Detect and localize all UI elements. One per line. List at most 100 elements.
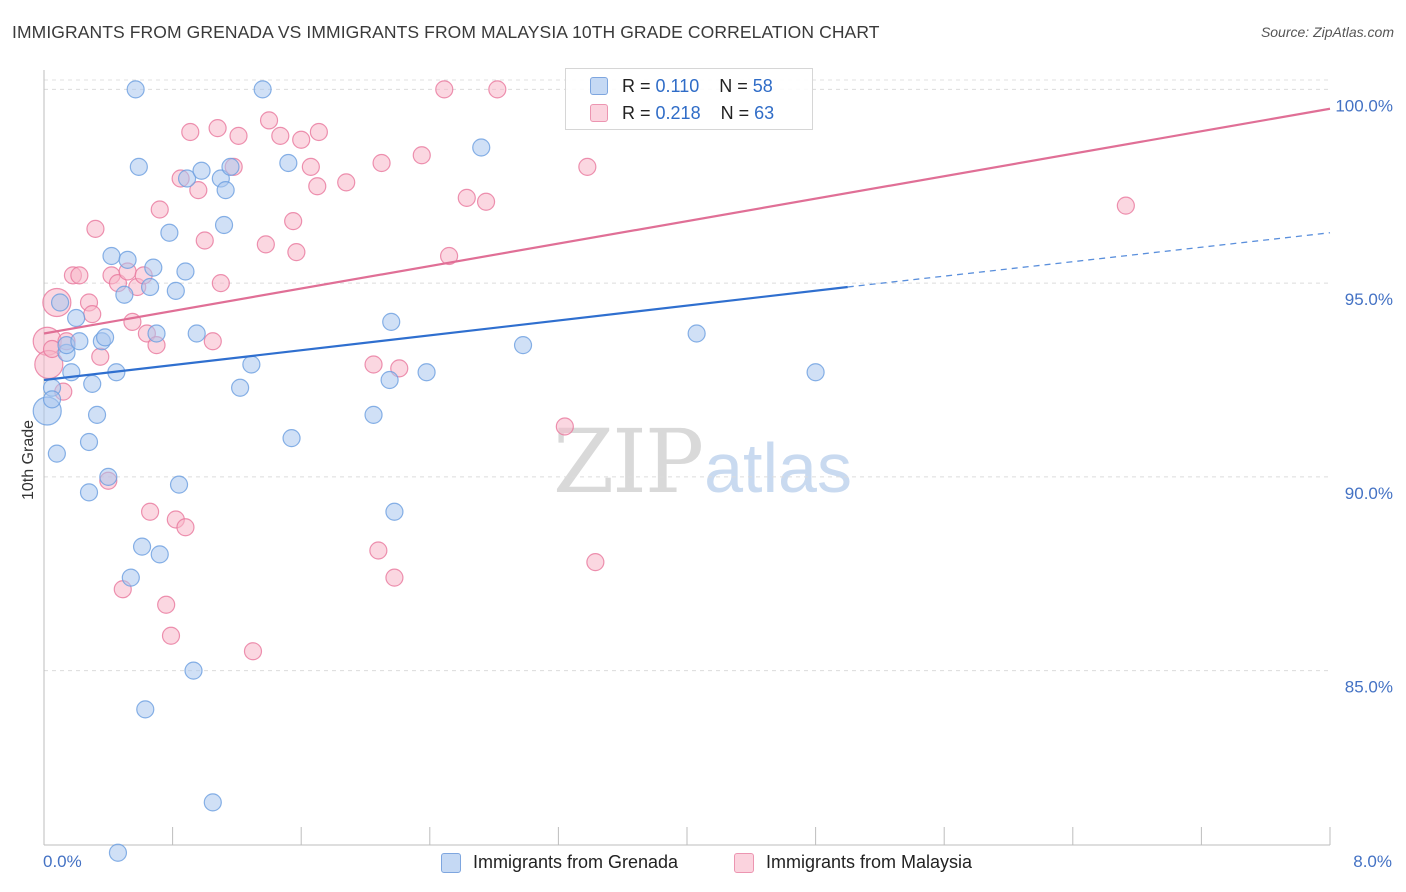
malaysia-point bbox=[208, 119, 227, 138]
grenada-point bbox=[231, 378, 250, 397]
malaysia-point bbox=[337, 173, 356, 192]
grenada-point bbox=[118, 250, 137, 269]
grenada-point bbox=[513, 336, 533, 355]
malaysia-point bbox=[301, 157, 320, 176]
grenada-point bbox=[99, 467, 118, 486]
axes bbox=[43, 70, 1331, 846]
stats-text: R = 0.110 N = 58 bbox=[622, 76, 773, 97]
r-value: 0.218 bbox=[655, 103, 701, 123]
malaysia-point bbox=[70, 266, 89, 285]
grenada-point bbox=[83, 374, 102, 393]
grenada-point bbox=[176, 262, 195, 281]
malaysia-point bbox=[488, 80, 507, 99]
grenada-point bbox=[47, 444, 66, 463]
n-value: 58 bbox=[752, 76, 773, 96]
r-label: R = bbox=[622, 103, 651, 123]
swatch-malaysia bbox=[590, 104, 608, 122]
malaysia-point bbox=[457, 188, 476, 207]
malaysia-point bbox=[157, 595, 176, 614]
grenada-point bbox=[382, 312, 401, 331]
malaysia-point bbox=[195, 231, 214, 250]
grenada-point bbox=[108, 843, 128, 862]
grenada-point bbox=[147, 324, 166, 343]
grenada-point bbox=[121, 568, 140, 587]
malaysia-point bbox=[385, 568, 404, 587]
malaysia-point bbox=[243, 642, 263, 661]
malaysia-point bbox=[189, 181, 208, 200]
grenada-point bbox=[132, 537, 152, 556]
malaysia-point bbox=[271, 126, 290, 145]
n-label: N = bbox=[720, 103, 750, 123]
malaysia-point bbox=[439, 246, 459, 266]
grenada-point bbox=[221, 157, 240, 176]
malaysia-point bbox=[229, 126, 248, 145]
grenada-point bbox=[67, 308, 86, 328]
n-value: 63 bbox=[754, 103, 775, 123]
grenada-point bbox=[169, 475, 189, 494]
stats-text: R = 0.218 N = 63 bbox=[622, 103, 774, 124]
grenada-point bbox=[364, 405, 383, 424]
y-tick-label: 95.0% bbox=[1345, 290, 1393, 309]
grenada-point bbox=[95, 328, 115, 347]
malaysia-point bbox=[435, 80, 454, 99]
y-tick-label: 85.0% bbox=[1345, 678, 1393, 697]
grenada-point bbox=[115, 285, 134, 304]
grenada-point bbox=[216, 181, 235, 200]
grenada-point bbox=[79, 483, 99, 502]
legend-label: Immigrants from Malaysia bbox=[766, 852, 973, 872]
grenada-point bbox=[385, 502, 404, 521]
grenada-point bbox=[126, 80, 145, 99]
malaysia-point bbox=[308, 177, 327, 196]
r-label: R = bbox=[622, 76, 651, 96]
malaysia-point bbox=[140, 502, 160, 521]
malaysia-point bbox=[284, 212, 303, 231]
grenada-point bbox=[79, 432, 99, 452]
malaysia-point bbox=[476, 192, 496, 211]
malaysia-point bbox=[256, 235, 275, 254]
series-grenada-points bbox=[32, 80, 825, 862]
grenada-point bbox=[87, 405, 107, 424]
grenada-point bbox=[192, 161, 211, 180]
trend-line-grenada bbox=[43, 285, 848, 382]
malaysia-point bbox=[369, 541, 388, 560]
malaysia-point bbox=[161, 626, 181, 645]
grenada-point bbox=[417, 363, 436, 382]
grenada-point bbox=[187, 324, 206, 343]
grenada-point bbox=[472, 138, 491, 157]
grenada-point bbox=[242, 355, 261, 374]
grenada-point bbox=[214, 215, 234, 235]
swatch-grenada bbox=[590, 77, 608, 95]
grenada-point bbox=[50, 293, 70, 312]
grenada-point bbox=[253, 80, 272, 99]
grenada-point bbox=[129, 157, 148, 176]
grenada-point bbox=[282, 429, 301, 448]
grenada-point bbox=[70, 332, 89, 351]
grenada-point bbox=[806, 363, 825, 382]
grenada-point bbox=[380, 370, 399, 390]
malaysia-point bbox=[364, 355, 383, 374]
grenada-point bbox=[203, 793, 222, 812]
grenada-point bbox=[144, 258, 163, 277]
malaysia-point bbox=[203, 332, 222, 351]
malaysia-point bbox=[390, 359, 409, 378]
malaysia-point bbox=[176, 518, 195, 537]
grenada-point bbox=[177, 169, 197, 188]
grenada-point bbox=[102, 246, 121, 266]
malaysia-point bbox=[259, 111, 279, 130]
trend-line-malaysia bbox=[43, 107, 1331, 335]
r-value: 0.110 bbox=[655, 76, 700, 96]
malaysia-point bbox=[211, 274, 230, 293]
x-tick-label-max: 8.0% bbox=[1353, 852, 1392, 871]
n-label: N = bbox=[719, 76, 748, 96]
series-legend: Immigrants from Grenada Immigrants from … bbox=[0, 851, 1406, 877]
malaysia-point bbox=[292, 130, 311, 149]
malaysia-point bbox=[83, 305, 102, 324]
malaysia-point bbox=[412, 146, 431, 165]
grenada-point bbox=[279, 153, 298, 173]
legend-label: Immigrants from Grenada bbox=[473, 852, 679, 872]
grenada-point bbox=[687, 324, 706, 343]
malaysia-point bbox=[287, 243, 306, 262]
malaysia-point bbox=[309, 122, 328, 142]
chart-title: IMMIGRANTS FROM GRENADA VS IMMIGRANTS FR… bbox=[12, 22, 880, 42]
